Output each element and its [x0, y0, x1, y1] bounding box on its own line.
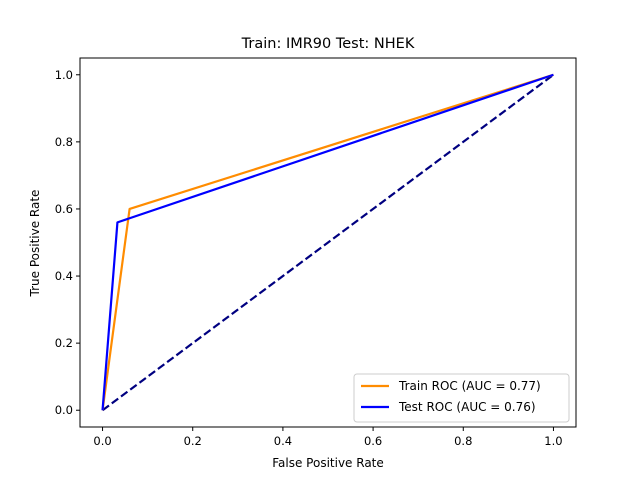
series-line-1: [101, 73, 554, 411]
legend-box: [353, 373, 570, 423]
x-tick-label: 0.8: [454, 434, 472, 448]
legend-label: Train ROC (AUC = 0.77): [398, 379, 541, 393]
legend: Train ROC (AUC = 0.77) Test ROC (AUC = 0.…: [353, 373, 570, 423]
x-tick-label: 0.6: [364, 434, 382, 448]
x-tick-label: 0.0: [93, 434, 111, 448]
axes-frame: [79, 57, 577, 428]
x-tick-label: 1.0: [544, 434, 562, 448]
x-tick-label: 0.2: [184, 434, 202, 448]
series-line-0: [101, 73, 554, 411]
y-axis-label: True Positive Rate: [28, 190, 42, 298]
chart-title: Train: IMR90 Test: NHEK: [241, 36, 415, 52]
legend-label: Test ROC (AUC = 0.76): [398, 400, 536, 414]
y-tick-label: 0.4: [55, 269, 73, 283]
diagonal-reference-line: [101, 73, 555, 412]
x-axis-label: False Positive Rate: [272, 456, 384, 470]
x-axis: 0.0 0.2 0.4 0.6 0.8 1.0: [93, 427, 563, 448]
y-tick-label: 0.0: [55, 403, 73, 417]
y-tick-label: 1.0: [55, 68, 73, 82]
series-layer: [101, 73, 555, 412]
y-tick-label: 0.2: [55, 336, 73, 350]
y-axis: 0.0 0.2 0.4 0.6 0.8 1.0: [55, 68, 80, 417]
plot-area: [79, 57, 577, 428]
y-tick-label: 0.8: [55, 135, 73, 149]
x-tick-label: 0.4: [274, 434, 292, 448]
y-tick-label: 0.6: [55, 202, 73, 216]
